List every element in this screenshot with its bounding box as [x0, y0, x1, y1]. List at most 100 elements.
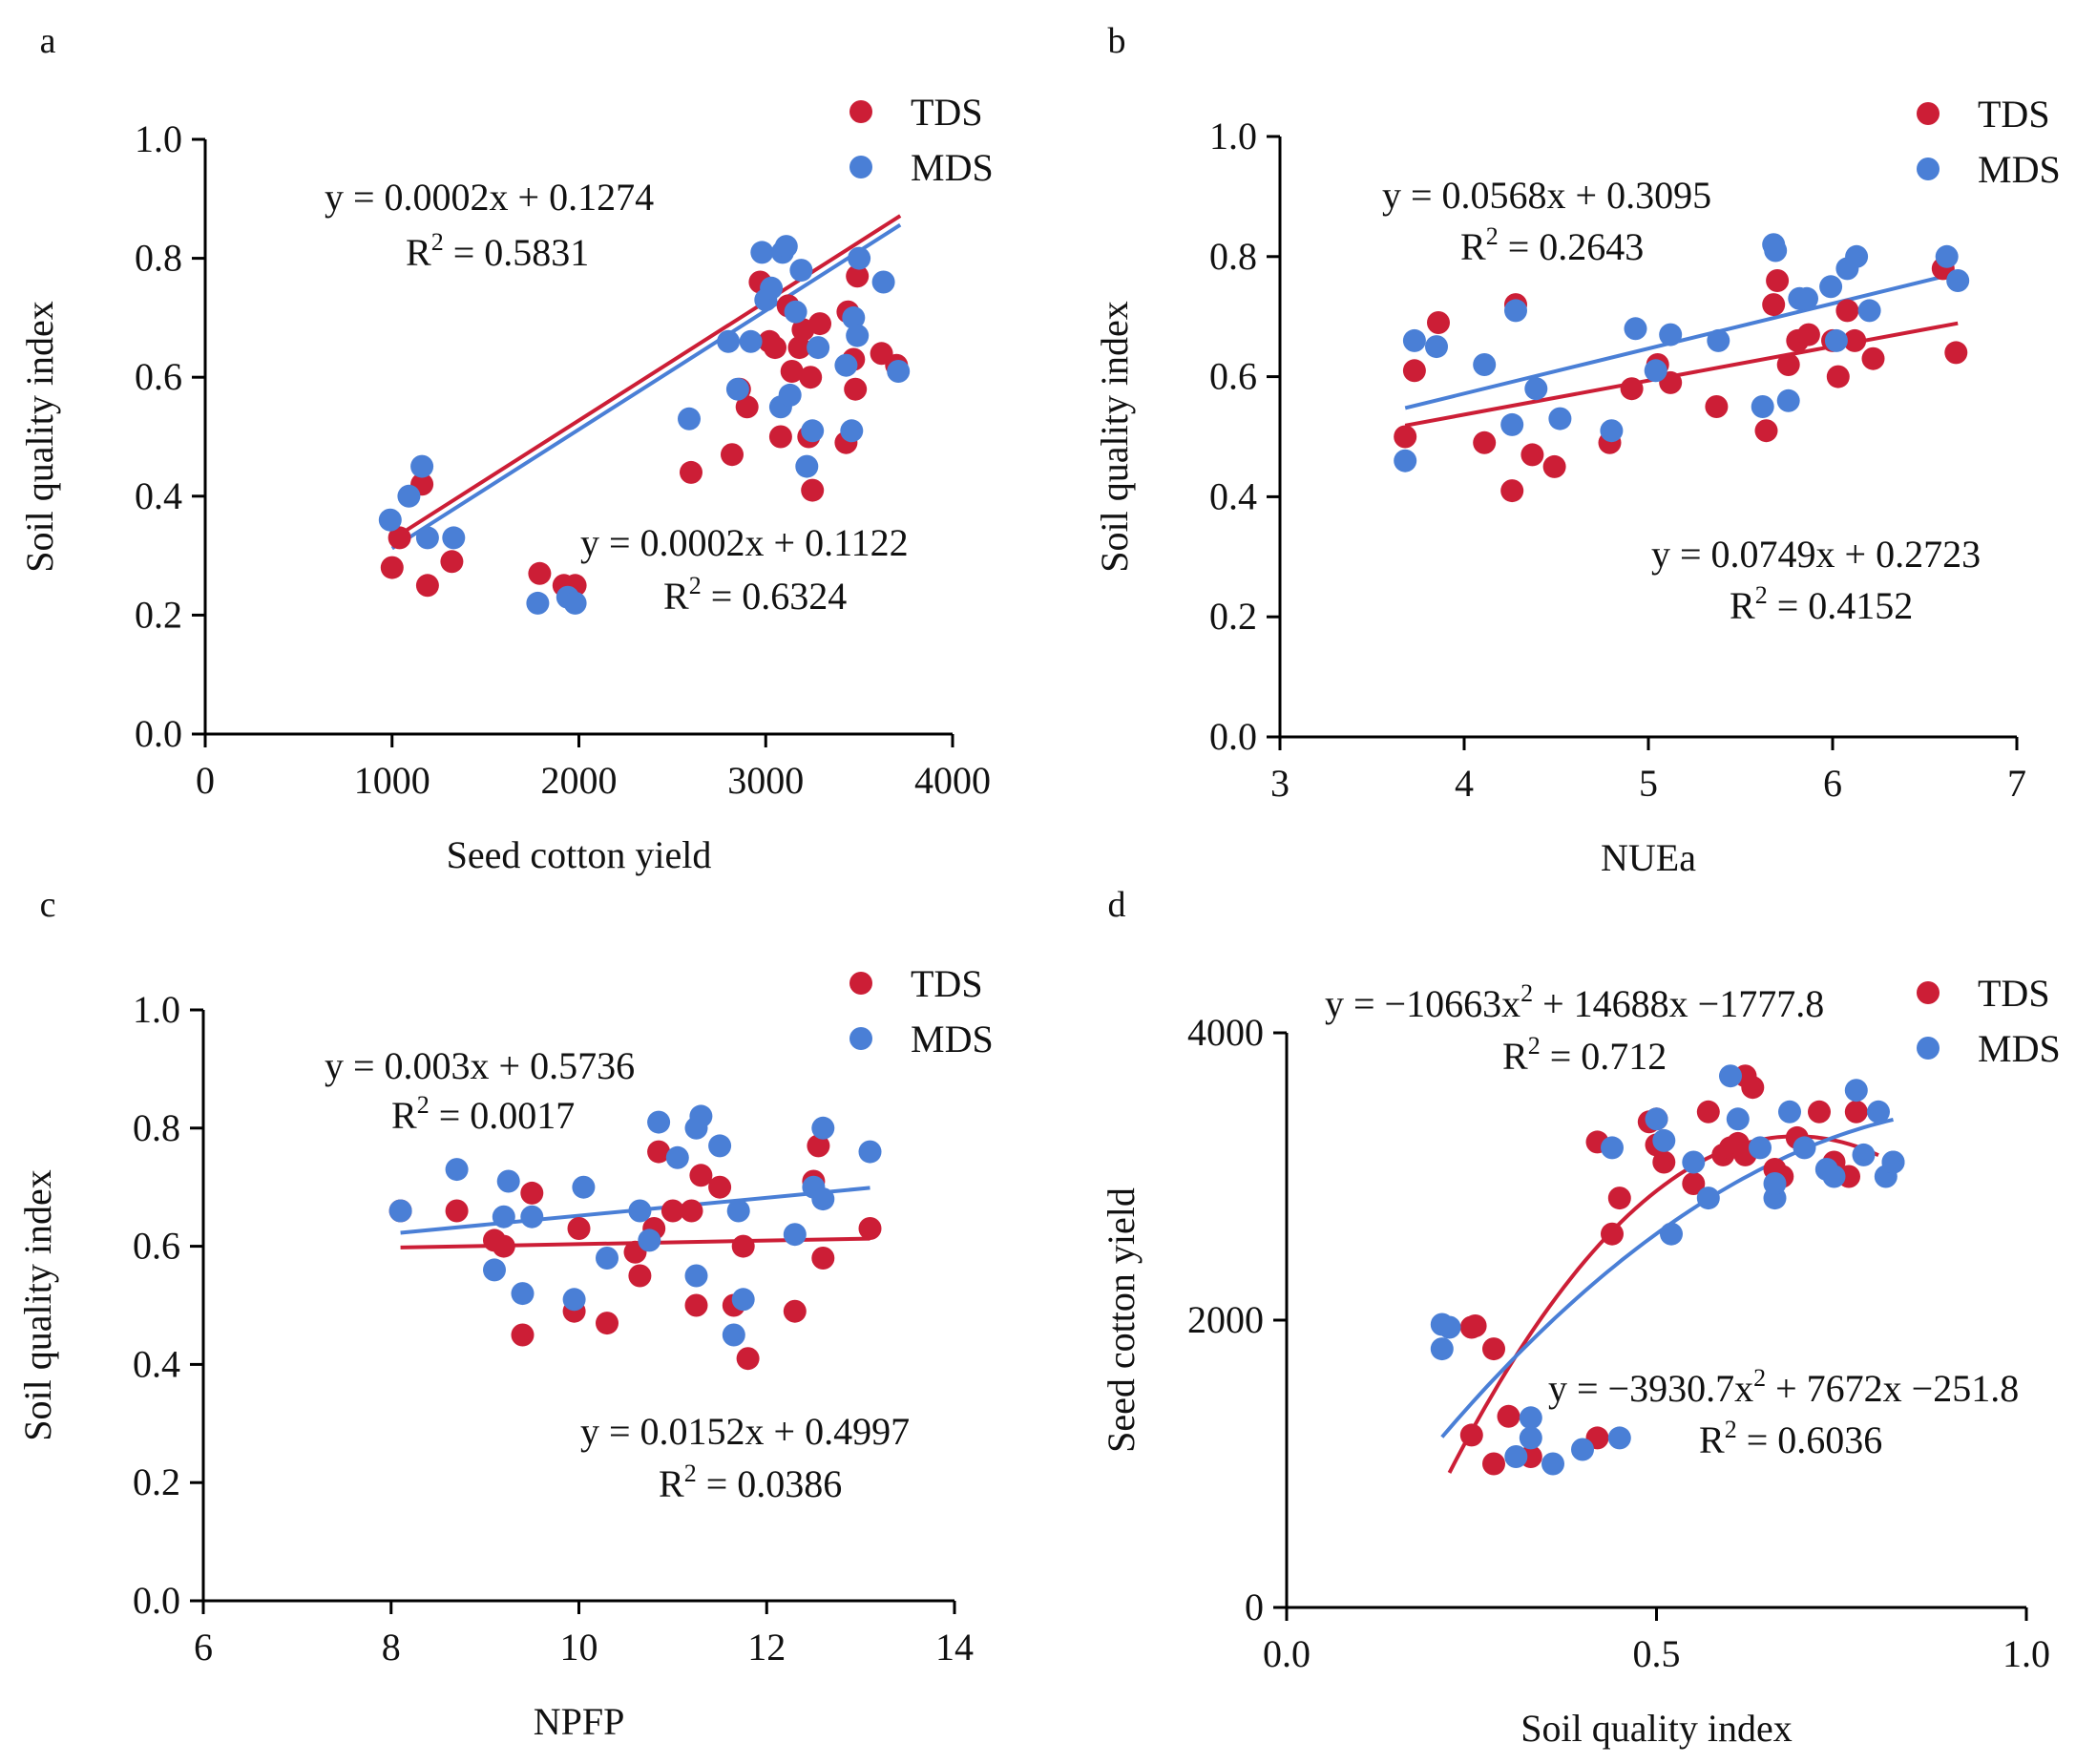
y-tick-label: 0.6 [133, 1225, 180, 1268]
point-mds [778, 383, 802, 407]
point-tds [661, 1199, 684, 1223]
point-tds [1394, 425, 1417, 449]
point-mds [1845, 244, 1869, 268]
point-mds [483, 1258, 506, 1282]
point-mds [1719, 1064, 1742, 1088]
point-mds [1652, 1128, 1676, 1152]
r-squared: R2 = 0.6036 [1699, 1416, 1882, 1461]
x-tick-label: 10 [560, 1626, 598, 1669]
panel-a: a 0.0 0.2 0.4 0.6 0.8 1.0 0 1000 2000 3000 4000 Seed… [18, 21, 994, 876]
point-tds [736, 1347, 760, 1371]
regression-equation: y = 0.0152x + 0.4997 [580, 1410, 910, 1453]
legend-label-tds: TDS [1978, 972, 2050, 1015]
x-tick-label: 6 [194, 1626, 213, 1669]
point-tds [1482, 1337, 1505, 1361]
point-tds [807, 1134, 830, 1158]
point-mds [684, 1264, 708, 1288]
x-tick-label: 0.5 [1633, 1632, 1681, 1675]
panel-b: b 0.0 0.2 0.4 0.6 0.8 1.0 3 4 5 6 7 NUEa Soil quality… [1093, 21, 2061, 879]
y-axis-title: Soil quality index [18, 301, 61, 572]
point-tds [528, 561, 552, 585]
point-mds [410, 454, 434, 478]
legend-label-mds: MDS [911, 146, 994, 189]
point-tds [647, 1140, 671, 1164]
x-tick-label: 1.0 [2003, 1632, 2050, 1675]
point-mds [887, 360, 911, 383]
legend-marker-mds [1917, 1037, 1940, 1060]
y-tick-label: 0.8 [135, 237, 182, 280]
equation-text: y = −3930.7x [1548, 1367, 1753, 1410]
point-mds [1644, 359, 1667, 383]
point-mds [722, 1323, 745, 1347]
point-mds [795, 454, 819, 478]
point-mds [1394, 449, 1417, 472]
x-tick-label: 2000 [541, 759, 618, 802]
point-mds [1504, 1445, 1528, 1468]
point-mds [1819, 275, 1843, 299]
point-mds [563, 591, 587, 615]
r-squared-exponent: 2 [1755, 581, 1768, 609]
point-mds [1682, 1150, 1706, 1174]
point-mds [726, 1199, 750, 1223]
r-squared-value: = 0.0386 [697, 1462, 843, 1505]
point-tds [680, 1199, 703, 1223]
x-axis-title: Soil quality index [1520, 1707, 1792, 1750]
point-tds [1762, 293, 1786, 317]
point-mds [1726, 1107, 1750, 1131]
point-mds [1824, 328, 1848, 352]
equation-exponent: 2 [1520, 979, 1533, 1007]
regression-equation: y = 0.0749x + 0.2723 [1651, 533, 1981, 576]
legend-label-mds: MDS [911, 1018, 994, 1060]
point-tds [1796, 323, 1820, 346]
panel-label: c [40, 885, 56, 925]
point-mds [1541, 1452, 1564, 1476]
point-tds [1776, 353, 1800, 376]
point-tds [440, 550, 464, 574]
point-tds [1607, 1186, 1631, 1210]
regression-equation: y = 0.0002x + 0.1122 [580, 521, 909, 564]
regression-equation: y = −10663x2 + 14688x −1777.8 [1325, 979, 1824, 1025]
legend-label-mds: MDS [1978, 1027, 2061, 1070]
point-tds [1705, 395, 1729, 418]
x-axis-title: NPFP [534, 1700, 625, 1743]
r-squared-symbol: R [391, 1094, 417, 1137]
x-tick-label: 4 [1455, 762, 1474, 805]
point-mds [717, 329, 741, 353]
point-mds [1524, 377, 1548, 401]
point-tds [1835, 299, 1859, 323]
r-squared-symbol: R [1502, 1035, 1528, 1078]
r-squared: R2 = 0.4152 [1730, 581, 1913, 627]
point-mds [572, 1175, 596, 1199]
y-tick-label: 0.4 [135, 474, 182, 517]
point-mds [811, 1187, 835, 1211]
legend-marker-tds [849, 100, 872, 123]
point-mds [1571, 1438, 1594, 1461]
point-tds [1766, 269, 1790, 292]
panel-label: b [1108, 21, 1126, 61]
y-tick-label: 4000 [1187, 1011, 1264, 1054]
point-mds [834, 353, 858, 377]
point-mds [725, 377, 749, 401]
panel-d: d 0 2000 4000 0.0 0.5 1.0 Soil quality index See… [1100, 885, 2061, 1750]
equation-text: y = 0.003x + 0.5736 [325, 1044, 635, 1087]
point-mds [1763, 1172, 1787, 1195]
point-mds [1795, 286, 1818, 310]
point-tds [1808, 1100, 1831, 1124]
point-mds [783, 1223, 807, 1247]
point-tds [388, 526, 411, 550]
equation-text: y = 0.0749x + 0.2723 [1651, 533, 1981, 576]
point-tds [764, 336, 786, 360]
point-mds [1749, 1136, 1772, 1160]
point-tds [1652, 1150, 1676, 1174]
r-squared-exponent: 2 [684, 1460, 697, 1487]
point-tds [1402, 359, 1426, 383]
y-tick-label: 0.4 [1209, 474, 1257, 517]
x-tick-label: 3000 [727, 759, 804, 802]
point-tds [380, 556, 404, 579]
point-mds [760, 276, 784, 300]
point-tds [735, 395, 759, 419]
x-tick-label: 0 [196, 759, 215, 802]
point-mds [638, 1228, 661, 1252]
point-tds [1463, 1314, 1487, 1337]
